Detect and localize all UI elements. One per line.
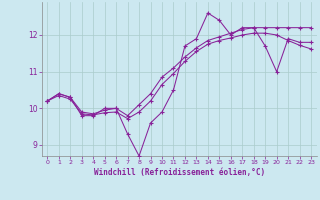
X-axis label: Windchill (Refroidissement éolien,°C): Windchill (Refroidissement éolien,°C)	[94, 168, 265, 177]
